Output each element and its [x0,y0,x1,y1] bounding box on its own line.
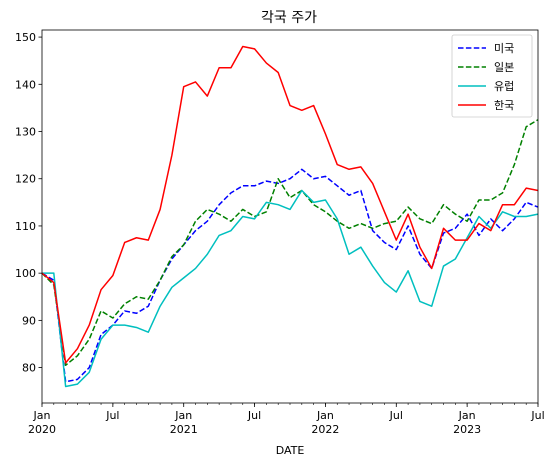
x-tick-year-label-6: 2023 [453,423,481,436]
y-tick-label-4: 120 [15,173,36,186]
legend-label-3: 한국 [494,99,514,112]
x-tick-label-0: Jan [33,409,51,422]
chart-title: 각국 주가 [261,10,317,26]
series-line-3 [41,45,539,364]
legend-box [451,34,533,118]
y-tick-label-1: 90 [22,314,36,327]
x-axis-label: DATE [276,444,305,457]
legend-label-0: 미국 [494,42,514,55]
series-line-0 [41,168,539,383]
y-tick-label-2: 100 [15,267,36,280]
x-tick-label-4: Jan [316,409,334,422]
x-tick-label-6: Jan [458,409,476,422]
x-tick-label-2: Jan [174,409,192,422]
x-tick-year-label-2: 2021 [170,423,198,436]
series-line-1 [41,119,539,366]
y-tick-label-7: 150 [15,31,36,44]
y-tick-label-6: 140 [15,78,36,91]
x-tick-year-label-4: 2022 [311,423,339,436]
plot-lines [41,45,539,388]
x-tick-label-7: Jul [530,409,544,422]
y-tick-label-0: 80 [22,362,36,375]
x-tick-label-3: Jul [247,409,261,422]
x-tick-year-label-0: 2020 [28,423,56,436]
y-tick-label-5: 130 [15,126,36,139]
series-line-2 [42,189,539,388]
legend-label-2: 유럽 [494,79,514,93]
x-tick-label-5: Jul [389,409,403,422]
legend-label-1: 일본 [494,60,514,74]
x-tick-label-1: Jul [105,409,119,422]
y-axis: 80 90 100 110 120 130 140 150 [15,31,42,375]
y-tick-label-3: 110 [15,220,36,233]
